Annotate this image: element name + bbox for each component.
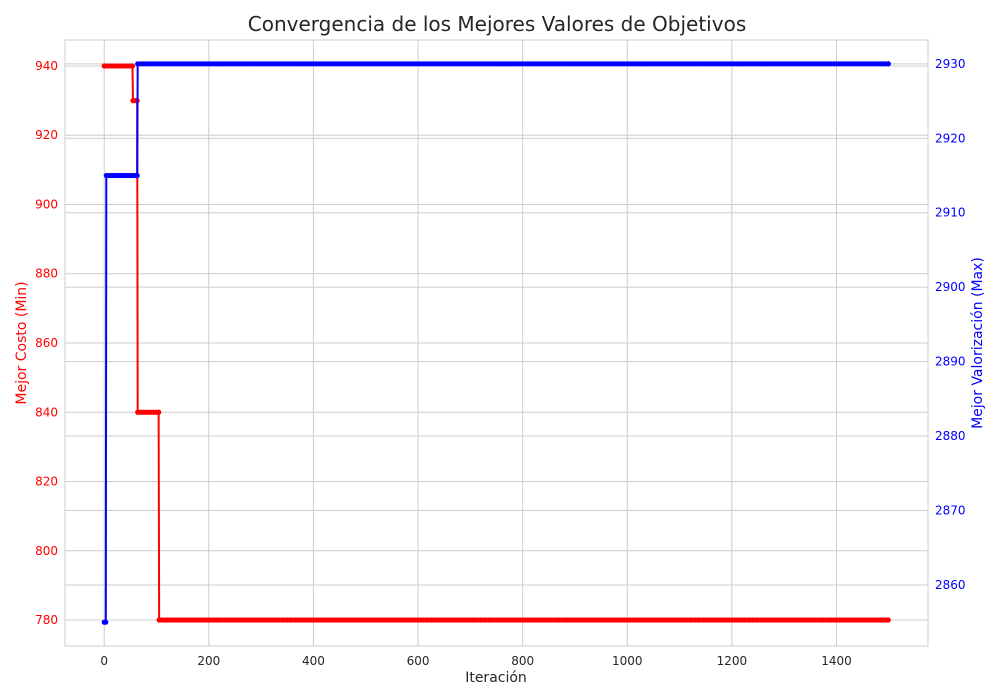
y-tick-label-right: 2890: [935, 355, 966, 369]
tick-labels: 0 200 400 600 800 1000 1200 1400 780 800 820 840 860…: [35, 57, 965, 668]
y-tick-label-left: 780: [35, 613, 58, 627]
y-tick-label-right: 2910: [935, 206, 966, 220]
y-tick-label-left: 880: [35, 267, 58, 281]
x-tick-label: 1000: [612, 654, 643, 668]
x-tick-label: 1200: [717, 654, 748, 668]
data-point: [103, 619, 109, 625]
y-tick-label-right: 2920: [935, 131, 966, 145]
data-point: [885, 61, 891, 67]
y-tick-label-left: 800: [35, 544, 58, 558]
y-tick-label-right: 2930: [935, 57, 966, 71]
series-valorizacion: [101, 61, 891, 625]
y-tick-label-right: 2900: [935, 280, 966, 294]
x-tick-label: 0: [100, 654, 108, 668]
y-axis-label-left: Mejor Costo (Min): [14, 281, 30, 404]
y-tick-label-left: 940: [35, 59, 58, 73]
y-tick-label-right: 2860: [935, 578, 966, 592]
chart-title: Convergencia de los Mejores Valores de O…: [248, 12, 746, 36]
series-costo: [101, 63, 891, 623]
x-tick-label: 600: [407, 654, 430, 668]
x-tick-label: 1400: [821, 654, 852, 668]
x-tick-label: 800: [511, 654, 534, 668]
data-point: [129, 63, 136, 69]
y-tick-label-left: 860: [35, 336, 58, 350]
series-line: [104, 64, 889, 622]
y-tick-label-left: 820: [35, 475, 58, 489]
y-axis-label-right: Mejor Valorización (Max): [970, 257, 986, 429]
x-axis-label: Iteración: [465, 670, 527, 686]
data-point: [134, 172, 140, 179]
grid-lines: [65, 40, 928, 646]
y-tick-label-left: 900: [35, 197, 58, 211]
y-tick-label-left: 920: [35, 128, 58, 142]
series-layer: [101, 61, 891, 625]
x-tick-label: 200: [197, 654, 220, 668]
plot-frame: [64, 39, 929, 647]
y-tick-label-right: 2880: [935, 429, 966, 443]
x-tick-label: 400: [302, 654, 325, 668]
data-point: [885, 617, 891, 623]
y-tick-label-right: 2870: [935, 504, 966, 518]
y-tick-label-left: 840: [35, 405, 58, 419]
data-point: [156, 409, 162, 415]
